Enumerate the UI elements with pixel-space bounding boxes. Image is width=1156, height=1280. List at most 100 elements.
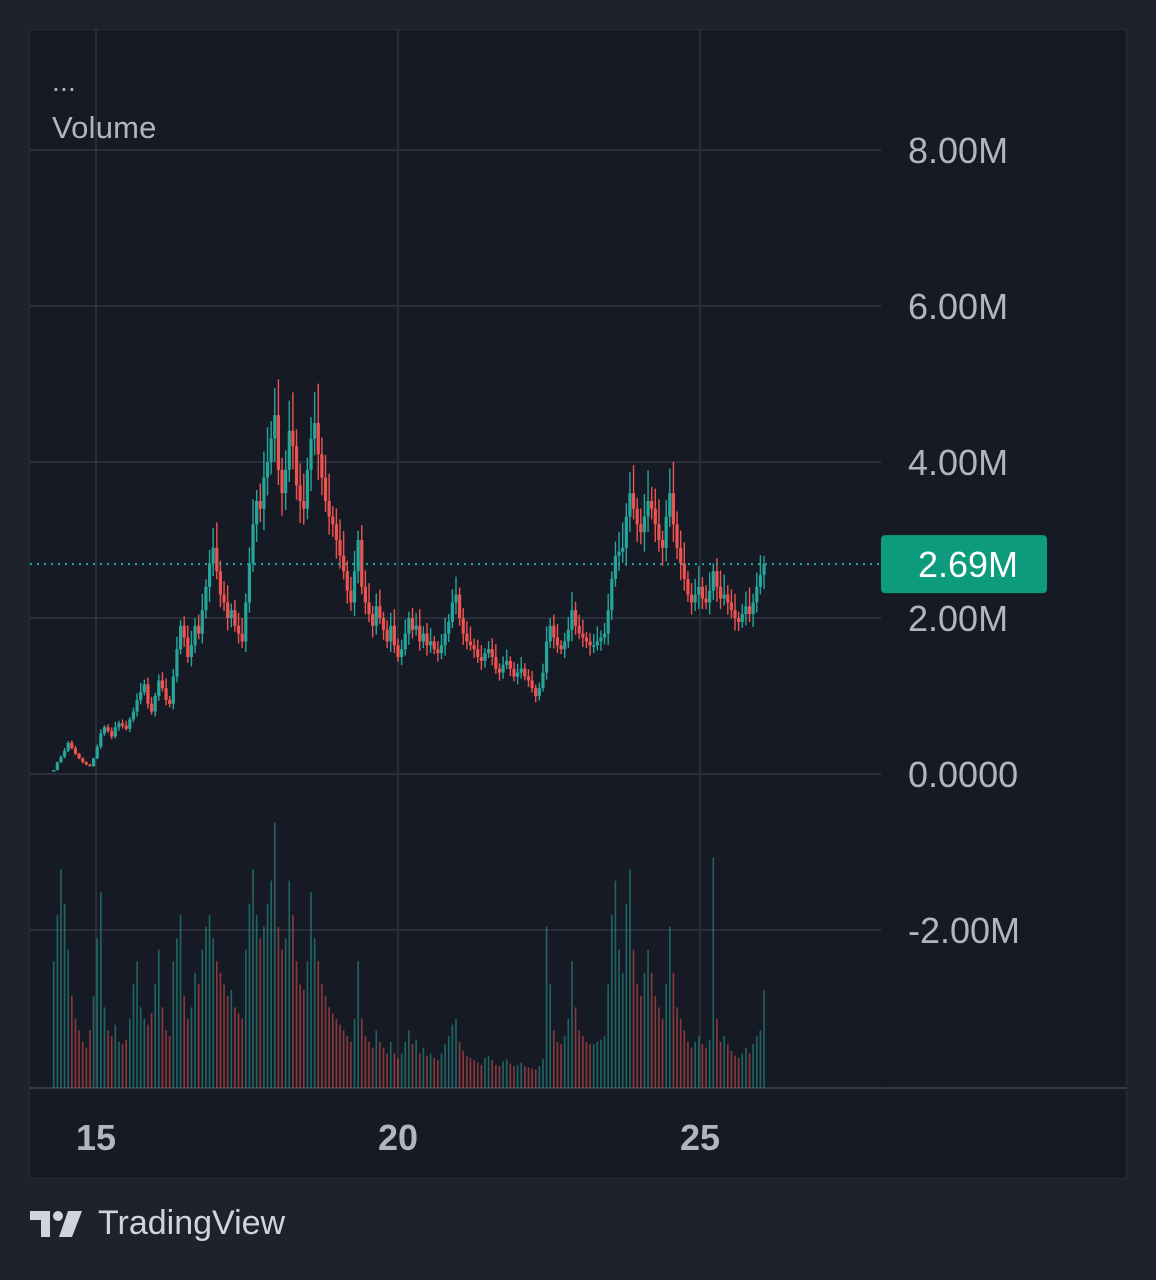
volume-bar <box>433 1058 436 1088</box>
candle-body <box>222 594 226 603</box>
candle-body <box>595 641 599 646</box>
volume-bar <box>737 1058 740 1088</box>
candle-body <box>679 547 683 564</box>
volume-bar <box>589 1044 591 1088</box>
volume-bar <box>136 961 138 1088</box>
candle-body <box>207 563 212 587</box>
volume-bar <box>556 1041 559 1088</box>
candle-body <box>371 614 375 626</box>
volume-bar <box>705 1047 707 1088</box>
volume-bar <box>484 1058 486 1088</box>
volume-bar <box>364 1036 367 1088</box>
candle-body <box>523 668 527 677</box>
candle-body <box>740 614 744 622</box>
volume-bar <box>212 938 214 1088</box>
volume-bar <box>473 1060 475 1088</box>
candle-body <box>294 446 299 486</box>
candle-body <box>613 555 618 579</box>
candle-body <box>91 758 96 767</box>
volume-bar <box>375 1030 378 1088</box>
volume-bar <box>650 972 653 1088</box>
candle-body <box>352 571 357 603</box>
candle-body <box>497 668 502 673</box>
volume-bar <box>306 961 309 1088</box>
volume-bar <box>237 1013 240 1088</box>
candle-body <box>668 493 672 517</box>
volume-bar <box>371 1047 374 1088</box>
volume-bar <box>201 949 204 1088</box>
candle-body <box>450 602 454 622</box>
chart-panel[interactable] <box>29 29 1127 1179</box>
volume-bar <box>694 1041 696 1088</box>
candle-body <box>436 649 440 654</box>
candle-body <box>544 641 549 673</box>
candle-body <box>178 625 183 650</box>
volume-bar <box>121 1044 124 1088</box>
candle-body <box>631 493 636 509</box>
candle-body <box>99 733 103 747</box>
volume-bar <box>679 1018 682 1088</box>
candle-body <box>664 516 668 548</box>
volume-bar <box>418 1053 421 1088</box>
volume-bar <box>513 1066 515 1088</box>
candle-body <box>660 540 665 548</box>
volume-bar <box>78 1030 80 1088</box>
volume-bar <box>524 1066 526 1088</box>
candle-body <box>106 727 110 732</box>
candle-body <box>73 748 78 754</box>
volume-bar <box>295 961 298 1088</box>
tradingview-brand[interactable]: TradingView <box>28 1204 285 1243</box>
candle-body <box>102 727 107 734</box>
candle-body <box>715 571 719 587</box>
candle-body <box>287 430 291 470</box>
volume-bar <box>437 1060 439 1088</box>
candle-body <box>555 637 560 646</box>
volume-bar <box>658 1007 660 1088</box>
volume-bar <box>415 1039 417 1088</box>
candle-body <box>534 688 538 696</box>
legend-volume-label: Volume <box>52 110 157 145</box>
candle-body <box>244 602 248 642</box>
volume-bar <box>669 926 671 1088</box>
candle-body <box>530 680 534 689</box>
candle-body <box>693 594 697 603</box>
volume-bar <box>567 1018 570 1088</box>
candle-body <box>124 725 128 729</box>
candle-body <box>606 610 610 634</box>
candle-body <box>479 657 483 661</box>
candle-body <box>447 621 451 634</box>
candle-body <box>429 641 433 646</box>
candle-body <box>356 540 360 572</box>
volume-bar <box>154 984 156 1088</box>
candle-body <box>378 606 382 618</box>
volume-bar <box>600 1039 602 1088</box>
volume-bar <box>176 938 178 1088</box>
candle-body <box>755 586 759 603</box>
candle-body <box>291 430 295 447</box>
candle-body <box>284 469 288 494</box>
volume-bar <box>281 949 283 1088</box>
volume-bar <box>244 949 247 1088</box>
y-tick-label: -2.00M <box>908 910 1020 951</box>
volume-bar <box>74 1018 77 1088</box>
volume-bar <box>331 1013 334 1088</box>
candle-body <box>211 547 215 564</box>
volume-bar <box>520 1062 523 1088</box>
volume-bar <box>408 1030 410 1088</box>
volume-bar <box>745 1047 747 1088</box>
candle-body <box>189 645 194 657</box>
candle-body <box>581 633 585 638</box>
candle-body <box>262 477 266 509</box>
candle-body <box>331 516 335 525</box>
volume-bar <box>168 1036 171 1088</box>
legend-collapse-toggle[interactable]: ... <box>52 66 76 97</box>
volume-bar <box>748 1053 751 1088</box>
volume-bar <box>763 990 765 1088</box>
candle-body <box>113 727 117 737</box>
volume-bar <box>187 1018 189 1088</box>
candle-body <box>265 462 270 478</box>
volume-bar <box>284 938 287 1088</box>
candle-body <box>526 676 531 681</box>
candle-body <box>570 610 574 630</box>
